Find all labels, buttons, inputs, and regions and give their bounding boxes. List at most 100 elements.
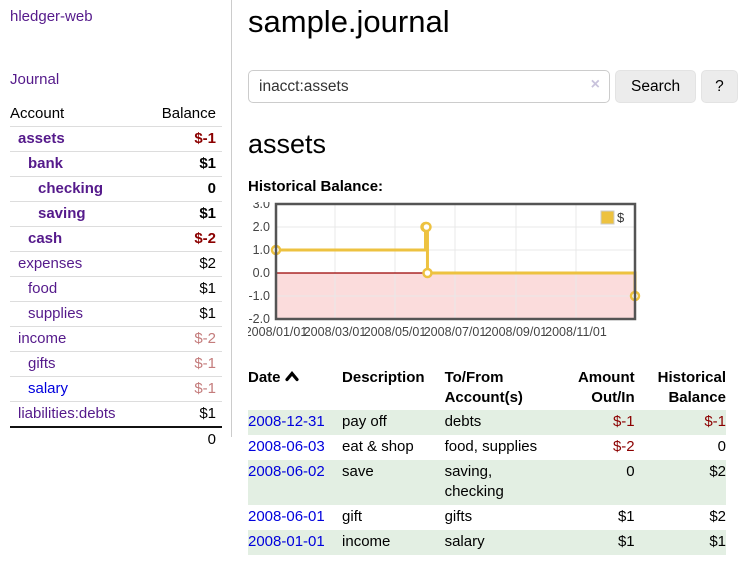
register-cell-balance: 0	[717, 438, 726, 455]
x-tick-label: 2008/05/01	[364, 325, 427, 339]
account-balance: $1	[199, 405, 216, 422]
account-link[interactable]: food	[28, 280, 58, 297]
account-link[interactable]: assets	[18, 130, 65, 147]
app-title-link[interactable]: hledger-web	[10, 8, 93, 25]
accounts-table-header: Account Balance	[10, 102, 222, 127]
chart-title: Historical Balance:	[248, 178, 384, 195]
search-input[interactable]	[248, 70, 610, 103]
register-cell-description: gift	[342, 508, 363, 525]
transaction-date-link[interactable]: 2008-06-01	[248, 508, 325, 525]
register-cell-accounts: salary	[444, 530, 564, 555]
legend-label: $	[617, 210, 625, 225]
help-button[interactable]: ?	[701, 70, 738, 103]
register-cell-accounts: saving, checking	[444, 460, 564, 505]
register-cell-accounts: gifts	[444, 508, 473, 525]
plot-border	[274, 202, 637, 321]
register-header-date[interactable]: Date	[248, 366, 342, 410]
legend-swatch	[600, 210, 615, 225]
y-tick-label: 2.0	[253, 220, 270, 234]
register-cell-amount: $-2	[612, 438, 635, 455]
x-tick-label: 2008/09/01	[485, 325, 548, 339]
y-tick-label: -2.0	[248, 312, 270, 326]
transaction-date-link[interactable]: 2008-06-03	[248, 438, 325, 455]
y-tick-label: 0.0	[253, 266, 270, 280]
account-link[interactable]: income	[18, 330, 67, 347]
register-cell-description: save	[342, 460, 445, 505]
search-button[interactable]: Search	[615, 70, 697, 103]
main-content: sample.journal × Search ? assets Histori…	[232, 0, 738, 555]
register-cell-amount: $-1	[563, 410, 635, 435]
account-row: salary $-1	[10, 377, 222, 402]
register-cell-amount: 0	[563, 460, 635, 505]
app-layout: hledger-web Journal Account Balance asse…	[0, 0, 738, 555]
transaction-date-link[interactable]: 2008-06-02	[248, 463, 325, 480]
data-point-marker	[421, 221, 432, 233]
chart-canvas: $3.0 2.0 1.0 0.0 -1.0 -2.02008/01/012008/03/0…	[245, 197, 641, 339]
account-balance: $-1	[194, 130, 216, 147]
register-row: 2008-06-03 eat & shop food, supplies $-2 0	[248, 435, 726, 460]
register-cell-balance: $-1	[634, 410, 726, 435]
account-row: cash $-2	[10, 227, 222, 252]
account-row: food $1	[10, 277, 222, 302]
account-link[interactable]: supplies	[28, 305, 84, 322]
register-header-row: Date Description To/From Account(s) Amou…	[248, 366, 726, 410]
register-cell-date: 2008-06-02	[248, 460, 343, 505]
account-link[interactable]: bank	[28, 155, 64, 172]
account-row: checking 0	[10, 177, 222, 202]
register-cell-date: 2008-12-31	[248, 410, 343, 435]
account-balance: $1	[199, 305, 216, 322]
register-header-date-label: Date	[248, 369, 281, 386]
historical-balance-chart[interactable]: $3.0 2.0 1.0 0.0 -1.0 -2.0 2008/01/01 2008/03/0…	[245, 197, 726, 352]
sidebar: hledger-web Journal Account Balance asse…	[0, 0, 232, 448]
account-link[interactable]: expenses	[18, 255, 83, 272]
account-balance: $-2	[194, 230, 216, 247]
register-cell-balance: $2	[709, 508, 726, 525]
register-cell-description: eat & shop	[342, 438, 414, 455]
account-row: gifts $-1	[10, 352, 222, 377]
account-balance: $1	[199, 205, 216, 222]
register-cell-amount: $1	[563, 530, 635, 555]
transaction-date-link[interactable]: 2008-01-01	[248, 533, 325, 550]
x-tick-label: 2008/01/01	[248, 325, 307, 339]
account-balance: $2	[199, 255, 216, 272]
account-link[interactable]: liabilities:debts	[18, 405, 116, 422]
transaction-date-link[interactable]: 2008-12-31	[248, 413, 325, 430]
account-balance: 0	[207, 180, 216, 197]
x-tick-label: 2008/07/01	[424, 325, 487, 339]
register-header-balance: Historical Balance	[657, 369, 726, 406]
register-cell-date: 2008-06-03	[248, 435, 342, 460]
register-header-description: Description	[342, 369, 425, 386]
register-row: 2008-12-31 pay off debts $-1 $-1	[248, 410, 726, 435]
x-tick-label: 2008/03/01	[304, 325, 367, 339]
account-link[interactable]: saving	[38, 205, 86, 222]
account-row: liabilities:debts $1	[10, 402, 222, 426]
accounts-rows: assets $-1 bank $1 checking 0 saving $1 cash $-2 e…	[10, 127, 222, 426]
account-link[interactable]: checking	[38, 180, 104, 197]
account-link[interactable]: cash	[28, 230, 63, 247]
y-tick-label: 1.0	[253, 243, 270, 257]
register-table: Date Description To/From Account(s) Amou…	[248, 366, 726, 555]
register-cell-balance: $1	[634, 530, 726, 555]
y-tick-label: -1.0	[248, 289, 270, 303]
sidebar-item-journal[interactable]: Journal	[10, 71, 60, 88]
account-link[interactable]: salary	[28, 380, 69, 397]
clear-search-icon[interactable]: ×	[590, 76, 600, 93]
register-row: 2008-06-02 save saving, checking 0 $2	[248, 460, 726, 505]
account-balance: $1	[199, 280, 216, 297]
account-row: income $-2	[10, 327, 222, 352]
register-header-amount: Amount Out/In	[577, 369, 635, 406]
register-cell-description: pay off	[342, 410, 445, 435]
accounts-header-balance: Balance	[161, 105, 216, 122]
data-point-marker	[422, 267, 433, 279]
account-row: assets $-1	[10, 127, 222, 152]
x-tick-label: 2008/11/01	[545, 325, 607, 339]
account-balance: $-1	[194, 380, 216, 397]
register-row: 2008-01-01 income salary $1 $1	[248, 530, 726, 555]
register-cell-date: 2008-06-01	[248, 505, 342, 530]
search-box: ×	[248, 70, 610, 103]
register-cell-description: income	[342, 530, 445, 555]
page-title: sample.journal	[248, 4, 450, 39]
account-row: bank $1	[10, 152, 222, 177]
account-link[interactable]: gifts	[28, 355, 56, 372]
account-heading: assets	[248, 129, 327, 159]
